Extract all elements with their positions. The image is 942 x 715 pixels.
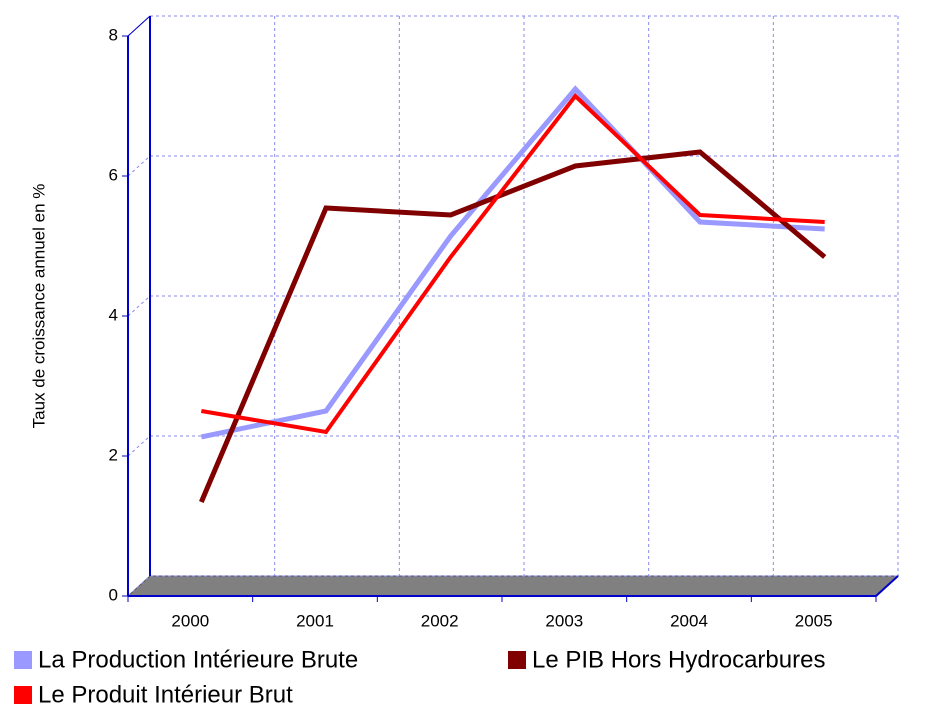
floor — [126, 575, 900, 597]
x-tick-label: 2005 — [795, 611, 833, 630]
legend-label: La Production Intérieure Brute — [38, 646, 358, 673]
grid-line — [127, 155, 151, 177]
y-tick-label: 2 — [109, 445, 118, 464]
x-tick-label: 2002 — [421, 611, 459, 630]
x-tick-label: 2000 — [171, 611, 209, 630]
grid-line — [127, 295, 151, 317]
grid-line — [127, 435, 151, 457]
legend-swatch — [14, 686, 32, 704]
legend-label: Le PIB Hors Hydrocarbures — [532, 646, 825, 673]
legend-label: Le Produit Intérieur Brut — [38, 681, 293, 708]
y-axis-label: Taux de croissance annuel en % — [29, 184, 48, 429]
y-tick-label: 8 — [109, 25, 118, 44]
series-line — [199, 149, 827, 503]
grid-line — [127, 575, 151, 597]
back-wall-top — [127, 15, 151, 37]
x-tick-label: 2001 — [296, 611, 334, 630]
y-tick-label: 4 — [109, 305, 118, 324]
x-tick-label: 2004 — [670, 611, 708, 630]
y-tick-label: 0 — [109, 585, 118, 604]
x-axis-depth — [875, 575, 899, 597]
y-tick-label: 6 — [109, 165, 118, 184]
series-line — [200, 85, 825, 440]
legend-swatch — [508, 651, 526, 669]
x-tick-label: 2003 — [545, 611, 583, 630]
series-line — [201, 93, 825, 435]
legend-swatch — [14, 651, 32, 669]
